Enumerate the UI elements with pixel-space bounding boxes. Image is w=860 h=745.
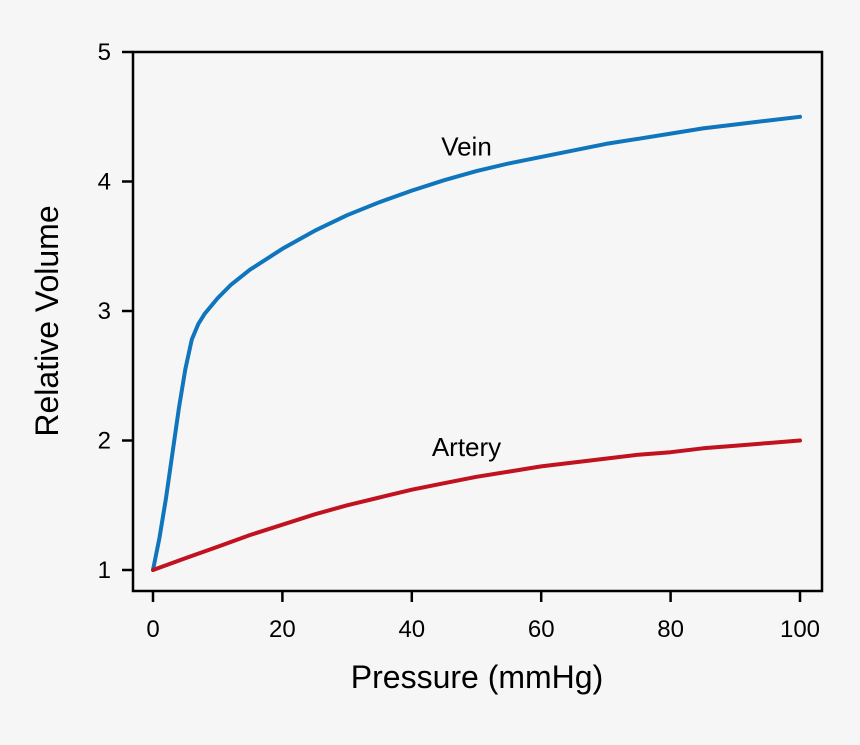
x-tick-label: 20 — [269, 616, 296, 643]
series-label-vein: Vein — [441, 132, 492, 162]
x-tick-label: 60 — [528, 616, 555, 643]
y-tick-label: 1 — [98, 557, 111, 584]
x-tick-label: 100 — [780, 616, 820, 643]
y-tick-label: 5 — [98, 39, 111, 66]
y-tick-label: 3 — [98, 298, 111, 325]
x-axis-title: Pressure (mmHg) — [351, 659, 603, 695]
plot-frame — [131, 50, 824, 593]
series-group — [151, 114, 802, 572]
series-line-artery — [151, 438, 802, 572]
y-axis-title: Relative Volume — [29, 205, 65, 436]
x-tick-label: 0 — [146, 616, 159, 643]
series-line-vein — [151, 114, 802, 572]
annotation-group: Vein Artery — [432, 132, 501, 462]
series-label-artery: Artery — [432, 432, 501, 462]
x-tick-label: 40 — [398, 616, 425, 643]
axis-ticks: 0 20 40 60 80 100 1 2 3 4 5 — [98, 39, 820, 643]
x-tick-label: 80 — [657, 616, 684, 643]
y-tick-label: 4 — [98, 169, 111, 196]
y-tick-label: 2 — [98, 428, 111, 455]
